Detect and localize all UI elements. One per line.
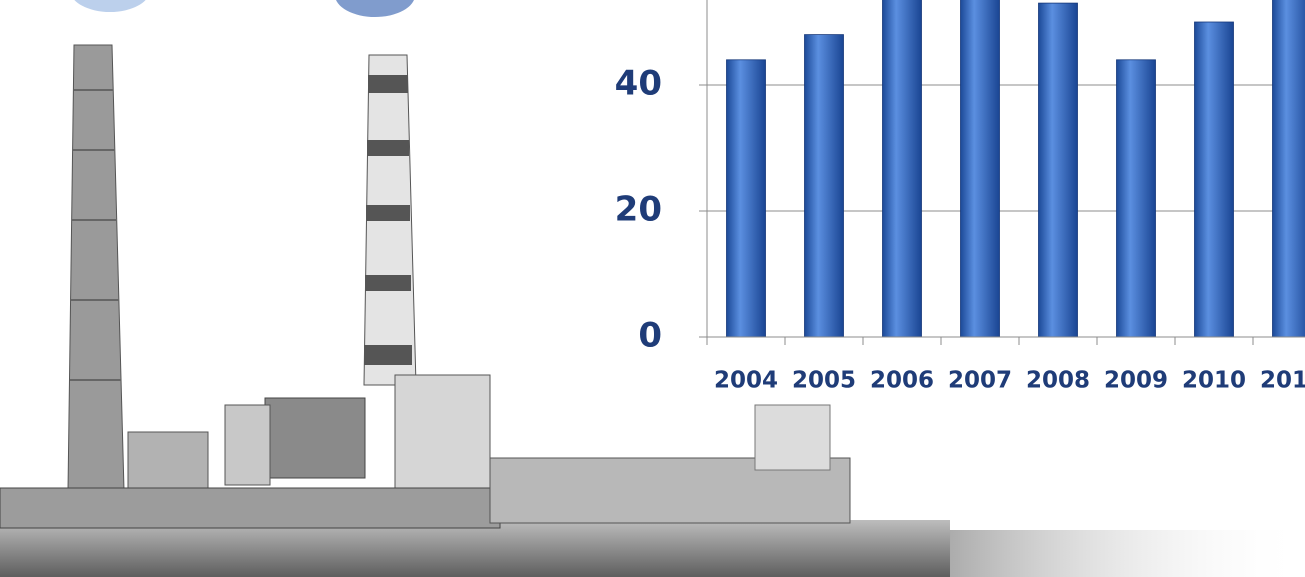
bar [1038, 2, 1078, 338]
x-tick-label: 2010 [1182, 368, 1246, 394]
bar [726, 59, 766, 338]
bar [1272, 0, 1305, 338]
x-tick-label: 2011 [1260, 368, 1305, 394]
y-tick-label: 0 [638, 316, 662, 356]
bar [1194, 21, 1234, 338]
bar [960, 0, 1000, 338]
x-tick-label: 2005 [792, 368, 856, 394]
x-tick-label: 2004 [714, 368, 778, 394]
x-tick-label: 2008 [1026, 368, 1090, 394]
y-tick-label: 20 [615, 190, 662, 230]
x-tick-label: 2007 [948, 368, 1012, 394]
y-tick-label: 40 [615, 64, 662, 104]
plot-area: 0 20 40 2004 2005 2006 2007 2008 2009 2010 2011 [614, 0, 1305, 394]
bar [804, 34, 844, 338]
bar [1116, 59, 1156, 338]
x-tick-label: 2006 [870, 368, 934, 394]
bar [882, 0, 922, 338]
x-tick-label: 2009 [1104, 368, 1168, 394]
